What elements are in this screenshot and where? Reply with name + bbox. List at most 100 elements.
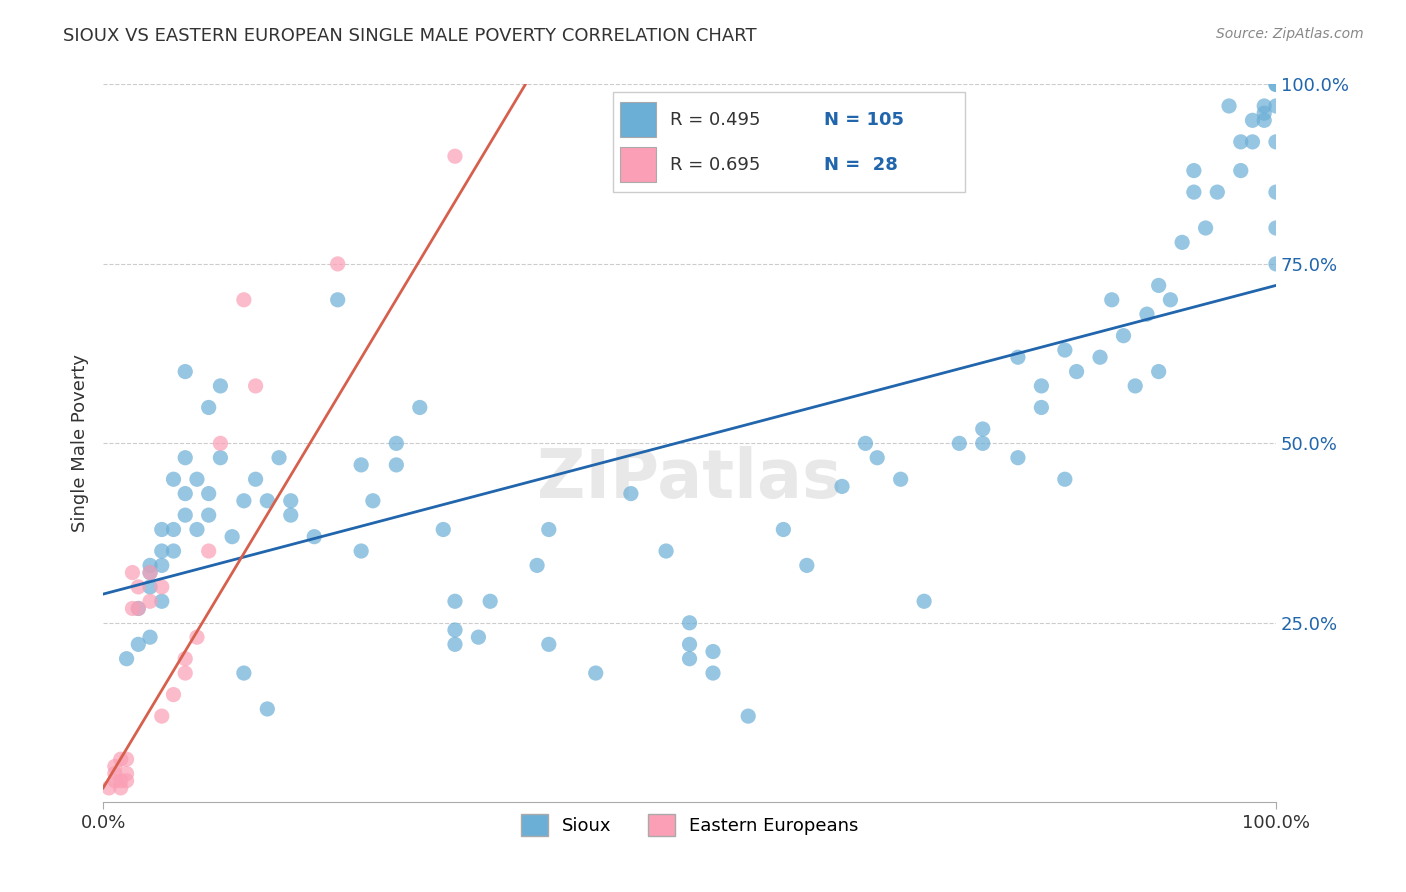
Point xyxy=(115,766,138,780)
Point xyxy=(409,401,432,415)
Point xyxy=(702,644,724,658)
Point xyxy=(174,365,197,379)
Point xyxy=(139,594,162,608)
Y-axis label: Single Male Poverty: Single Male Poverty xyxy=(72,354,89,533)
Point xyxy=(1159,293,1181,307)
Point xyxy=(1265,185,1288,199)
Text: ZIPatlas: ZIPatlas xyxy=(537,446,842,512)
Point xyxy=(174,508,197,523)
Point xyxy=(139,566,162,580)
Point xyxy=(972,422,994,436)
Point xyxy=(139,630,162,644)
Point xyxy=(620,486,643,500)
Point xyxy=(796,558,818,573)
Point xyxy=(98,780,121,795)
Point xyxy=(444,149,467,163)
Point xyxy=(702,666,724,681)
Point xyxy=(150,558,173,573)
Point xyxy=(1066,365,1088,379)
Point xyxy=(1218,99,1240,113)
Point xyxy=(1229,135,1251,149)
Point xyxy=(444,594,467,608)
Text: Source: ZipAtlas.com: Source: ZipAtlas.com xyxy=(1216,27,1364,41)
Point xyxy=(537,523,560,537)
Point xyxy=(232,493,254,508)
Point xyxy=(1053,472,1076,486)
Point xyxy=(1007,350,1029,364)
Point xyxy=(150,580,173,594)
Point xyxy=(1253,99,1275,113)
Point xyxy=(1101,293,1123,307)
Point xyxy=(127,601,149,615)
Point xyxy=(1053,343,1076,357)
Point xyxy=(197,401,219,415)
Point xyxy=(444,637,467,651)
Point xyxy=(890,472,912,486)
Point xyxy=(526,558,548,573)
Point xyxy=(186,523,208,537)
Point xyxy=(1265,135,1288,149)
Point xyxy=(232,666,254,681)
Point xyxy=(1253,106,1275,120)
Point xyxy=(1147,278,1170,293)
Point xyxy=(350,544,373,558)
Point xyxy=(1241,135,1264,149)
Point xyxy=(444,623,467,637)
Point xyxy=(1182,185,1205,199)
Point xyxy=(162,523,184,537)
Point xyxy=(1265,78,1288,92)
Point xyxy=(186,630,208,644)
Point xyxy=(1253,113,1275,128)
Point xyxy=(1088,350,1111,364)
Point xyxy=(948,436,970,450)
Point xyxy=(1031,379,1053,393)
Point xyxy=(1136,307,1159,321)
Point xyxy=(1229,163,1251,178)
Point xyxy=(150,709,173,723)
Point xyxy=(302,530,325,544)
Point xyxy=(1112,328,1135,343)
Point xyxy=(256,702,278,716)
Point xyxy=(972,436,994,450)
Point xyxy=(1147,365,1170,379)
Point xyxy=(267,450,290,465)
Point xyxy=(280,508,302,523)
Point xyxy=(1265,221,1288,235)
Point xyxy=(1265,78,1288,92)
Point xyxy=(197,544,219,558)
Point xyxy=(197,486,219,500)
Point xyxy=(280,493,302,508)
Point xyxy=(326,293,349,307)
Legend: Sioux, Eastern Europeans: Sioux, Eastern Europeans xyxy=(513,807,866,844)
Point xyxy=(678,615,700,630)
Point xyxy=(1241,113,1264,128)
Point xyxy=(772,523,794,537)
Point xyxy=(1031,401,1053,415)
Point xyxy=(174,651,197,665)
Point xyxy=(831,479,853,493)
Point xyxy=(866,450,889,465)
Point xyxy=(104,773,127,788)
Point xyxy=(209,436,232,450)
Point xyxy=(585,666,607,681)
Point xyxy=(1265,99,1288,113)
Point xyxy=(197,508,219,523)
Point xyxy=(174,666,197,681)
Point xyxy=(385,436,408,450)
Point xyxy=(655,544,678,558)
Point xyxy=(737,709,759,723)
Point xyxy=(209,450,232,465)
Point xyxy=(326,257,349,271)
Point xyxy=(150,544,173,558)
Point xyxy=(139,566,162,580)
Point xyxy=(127,580,149,594)
Point xyxy=(209,379,232,393)
Point xyxy=(104,759,127,773)
Point xyxy=(245,472,267,486)
Point xyxy=(115,651,138,665)
Point xyxy=(110,780,132,795)
Point xyxy=(162,472,184,486)
Point xyxy=(385,458,408,472)
Point xyxy=(150,594,173,608)
Point xyxy=(174,486,197,500)
